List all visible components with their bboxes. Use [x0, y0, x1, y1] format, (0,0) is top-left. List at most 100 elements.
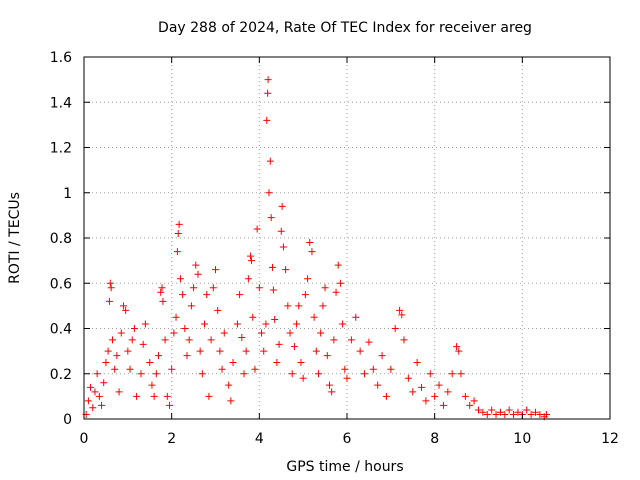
- data-point: [334, 261, 342, 269]
- data-point: [183, 352, 191, 360]
- data-point: [170, 329, 178, 337]
- x-tick-label: 6: [343, 431, 352, 447]
- data-point: [330, 336, 338, 344]
- y-tick-label: 1.6: [50, 50, 72, 66]
- data-point: [227, 397, 235, 405]
- data-point: [310, 313, 318, 321]
- data-point: [277, 227, 285, 235]
- data-point: [133, 392, 141, 400]
- data-point: [369, 365, 377, 373]
- data-point: [201, 320, 209, 328]
- data-point: [268, 263, 276, 271]
- data-point: [510, 410, 518, 418]
- data-point: [126, 365, 134, 373]
- x-tick-label: 10: [513, 431, 531, 447]
- data-point: [174, 229, 182, 237]
- x-axis-ticks: 0 2 4 6 8 10 12: [80, 57, 619, 447]
- data-point: [479, 408, 487, 416]
- data-point: [295, 302, 303, 310]
- data-point: [106, 279, 114, 287]
- data-point: [168, 365, 176, 373]
- data-point: [293, 320, 301, 328]
- data-point: [255, 284, 263, 292]
- data-point: [347, 336, 355, 344]
- data-point: [240, 370, 248, 378]
- data-point: [233, 320, 241, 328]
- data-point: [198, 370, 206, 378]
- data-point: [161, 336, 169, 344]
- data-point: [470, 397, 478, 405]
- data-point: [244, 275, 252, 283]
- data-point: [242, 347, 250, 355]
- data-point: [209, 284, 217, 292]
- data-point: [288, 370, 296, 378]
- data-point: [98, 401, 106, 409]
- data-point: [194, 270, 202, 278]
- data-point: [216, 347, 224, 355]
- x-tick-label: 4: [255, 431, 264, 447]
- data-point: [418, 383, 426, 391]
- data-point: [391, 325, 399, 332]
- data-point: [398, 311, 406, 319]
- data-point: [279, 243, 287, 251]
- data-point: [264, 89, 272, 97]
- data-point: [139, 340, 147, 348]
- data-point: [382, 392, 390, 400]
- data-point: [475, 406, 482, 414]
- data-point: [249, 313, 257, 321]
- data-point: [269, 286, 277, 294]
- y-tick-label: 0.6: [50, 276, 72, 292]
- data-point: [91, 388, 99, 396]
- data-point: [205, 392, 213, 400]
- data-point: [262, 320, 270, 328]
- data-point: [312, 347, 320, 355]
- data-point: [531, 408, 539, 416]
- data-point: [365, 338, 373, 346]
- data-point: [214, 306, 222, 314]
- data-point: [514, 408, 522, 416]
- data-point: [400, 336, 408, 344]
- data-point: [130, 325, 138, 332]
- data-point: [247, 257, 255, 265]
- data-point: [111, 365, 119, 373]
- data-point: [422, 397, 430, 405]
- data-point: [426, 370, 434, 378]
- data-point: [172, 313, 180, 321]
- data-point: [488, 406, 496, 414]
- data-point: [267, 214, 275, 222]
- data-point: [89, 404, 97, 412]
- data-point: [207, 336, 215, 344]
- data-point: [105, 297, 113, 305]
- data-point: [117, 329, 125, 337]
- data-point: [212, 266, 219, 274]
- data-point: [339, 320, 347, 328]
- data-point: [163, 392, 171, 400]
- data-point: [260, 347, 268, 355]
- data-points: [82, 76, 550, 421]
- data-point: [203, 291, 211, 299]
- data-point: [107, 284, 115, 292]
- data-point: [361, 370, 369, 378]
- data-point: [159, 297, 167, 305]
- data-point: [225, 381, 233, 389]
- data-point: [435, 381, 443, 389]
- y-tick-label: 1.2: [50, 141, 72, 157]
- data-point: [271, 315, 279, 323]
- data-point: [315, 370, 323, 378]
- data-point: [455, 347, 463, 355]
- data-point: [251, 365, 259, 373]
- data-point: [286, 329, 294, 337]
- data-point: [264, 76, 272, 84]
- data-point: [356, 347, 364, 355]
- data-point: [536, 410, 544, 418]
- data-point: [413, 358, 421, 366]
- data-point: [229, 358, 237, 366]
- data-point: [290, 343, 298, 351]
- data-point: [321, 284, 329, 292]
- data-point: [165, 401, 173, 409]
- data-point: [325, 381, 333, 389]
- data-point: [282, 266, 290, 274]
- data-point: [196, 347, 204, 355]
- data-point: [155, 352, 163, 360]
